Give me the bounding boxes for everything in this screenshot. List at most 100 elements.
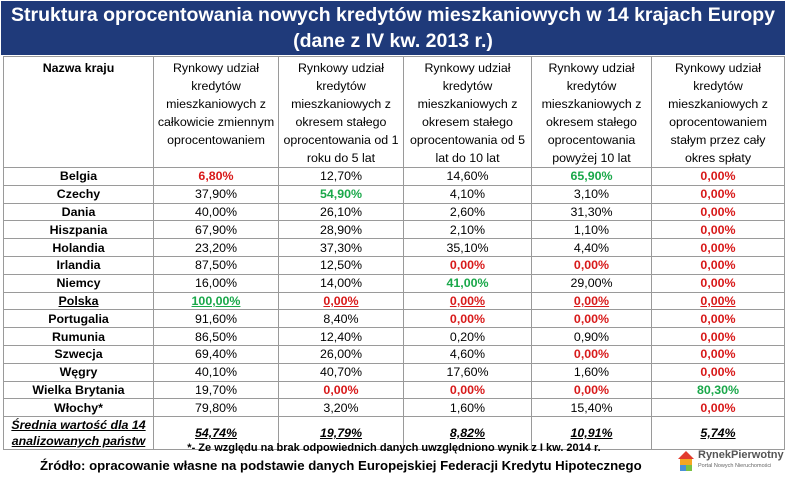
value-cell-fixed-full: 0,00% [651,398,785,418]
value-cell-fixed-over-10: 29,00% [531,273,652,293]
value-cell-fixed-over-10: 0,00% [531,380,652,400]
table-row: Portugalia 91,60% 8,40% 0,00% 0,00% 0,00% [3,309,785,329]
country-cell: Portugalia [3,309,154,329]
value-cell-variable-rate: 6,80% [153,167,279,186]
title-bar: Struktura oprocentowania nowych kredytów… [1,1,785,55]
value-cell-fixed-full: 0,00% [651,238,785,257]
value-cell-variable-rate: 23,20% [153,238,279,257]
header-variable-rate: Rynkowy udział kredytów mieszkaniowych z… [153,56,279,168]
value-cell-fixed-over-10: 31,30% [531,202,652,222]
country-cell: Belgia [3,167,154,186]
title-line-2: (dane z IV kw. 2013 r.) [293,30,493,52]
logo-tagline: Portal Nowych Nieruchomości [698,463,772,469]
value-cell-fixed-full: 0,00% [651,291,785,311]
value-cell-fixed-over-10: 0,00% [531,255,652,275]
logo-name: RynekPierwotny [698,449,784,461]
value-cell-fixed-5-10: 0,20% [403,327,532,346]
title-line-1: Struktura oprocentowania nowych kredytów… [11,4,775,26]
value-cell-fixed-5-10: 2,10% [403,220,532,240]
value-cell-variable-rate: 100,00% [153,291,279,311]
country-cell: Węgry [3,362,154,382]
average-value-fixed-1-5: 19,79% [278,416,404,451]
value-cell-fixed-full: 0,00% [651,344,785,364]
country-cell: Niemcy [3,273,154,293]
source-note: Źródło: opracowanie własne na podstawie … [40,458,642,473]
value-cell-fixed-over-10: 1,60% [531,362,652,382]
value-cell-fixed-over-10: 1,10% [531,220,652,240]
country-cell: Włochy* [3,398,154,418]
value-cell-fixed-1-5: 0,00% [278,291,404,311]
value-cell-fixed-1-5: 14,00% [278,273,404,293]
value-cell-fixed-full: 0,00% [651,202,785,222]
value-cell-variable-rate: 69,40% [153,344,279,364]
table-row: Czechy 37,90% 54,90% 4,10% 3,10% 0,00% [3,184,785,204]
footnote: *- Ze względu na brak odpowiednich danyc… [187,442,601,454]
value-cell-fixed-1-5: 28,90% [278,220,404,240]
country-cell: Holandia [3,238,154,257]
value-cell-fixed-1-5: 3,20% [278,398,404,418]
value-cell-fixed-1-5: 26,10% [278,202,404,222]
value-cell-fixed-5-10: 35,10% [403,238,532,257]
average-value-variable-rate: 54,74% [153,416,279,451]
value-cell-fixed-1-5: 12,70% [278,167,404,186]
value-cell-fixed-full: 80,30% [651,380,785,400]
table-row: Hiszpania 67,90% 28,90% 2,10% 1,10% 0,00% [3,220,785,240]
header-row: Nazwa kraju Rynkowy udział kredytów mies… [3,56,785,168]
table-row: Węgry 40,10% 40,70% 17,60% 1,60% 0,00% [3,362,785,382]
table-row: Holandia 23,20% 37,30% 35,10% 4,40% 0,00% [3,238,785,257]
value-cell-fixed-1-5: 12,50% [278,255,404,275]
header-fixed-1-5: Rynkowy udział kredytów mieszkaniowych z… [278,56,404,168]
value-cell-fixed-5-10: 0,00% [403,380,532,400]
table-row: Irlandia 87,50% 12,50% 0,00% 0,00% 0,00% [3,255,785,275]
value-cell-variable-rate: 40,00% [153,202,279,222]
header-fixed-over-10: Rynkowy udział kredytów mieszkaniowych z… [531,56,652,168]
country-cell: Czechy [3,184,154,204]
value-cell-variable-rate: 79,80% [153,398,279,418]
value-cell-fixed-5-10: 0,00% [403,309,532,329]
value-cell-fixed-over-10: 0,90% [531,327,652,346]
table-row: Wielka Brytania 19,70% 0,00% 0,00% 0,00% 80,3… [3,380,785,400]
value-cell-fixed-1-5: 8,40% [278,309,404,329]
logo: RynekPierwotny Portal Nowych Nieruchomoś… [676,447,786,477]
value-cell-fixed-1-5: 12,40% [278,327,404,346]
table-row: Rumunia 86,50% 12,40% 0,20% 0,90% 0,00% [3,327,785,346]
header-fixed-5-10: Rynkowy udział kredytów mieszkaniowych z… [403,56,532,168]
value-cell-fixed-1-5: 37,30% [278,238,404,257]
table-row: Niemcy 16,00% 14,00% 41,00% 29,00% 0,00% [3,273,785,293]
value-cell-fixed-5-10: 4,10% [403,184,532,204]
value-cell-fixed-5-10: 41,00% [403,273,532,293]
value-cell-fixed-5-10: 2,60% [403,202,532,222]
header-fixed-full: Rynkowy udział kredytów mieszkaniowych z… [651,56,785,168]
value-cell-fixed-full: 0,00% [651,273,785,293]
country-cell: Rumunia [3,327,154,346]
value-cell-fixed-5-10: 0,00% [403,255,532,275]
country-cell: Szwecja [3,344,154,364]
value-cell-fixed-over-10: 0,00% [531,309,652,329]
value-cell-fixed-over-10: 15,40% [531,398,652,418]
value-cell-fixed-full: 0,00% [651,362,785,382]
table-row: Belgia 6,80% 12,70% 14,60% 65,90% 0,00% [3,167,785,186]
country-cell: Irlandia [3,255,154,275]
value-cell-fixed-full: 0,00% [651,309,785,329]
value-cell-variable-rate: 40,10% [153,362,279,382]
value-cell-fixed-over-10: 4,40% [531,238,652,257]
country-cell: Polska [3,291,154,311]
average-value-fixed-over-10: 10,91% [531,416,652,451]
logo-house-icon [678,451,694,471]
value-cell-fixed-full: 0,00% [651,184,785,204]
country-cell: Hiszpania [3,220,154,240]
value-cell-fixed-full: 0,00% [651,327,785,346]
value-cell-fixed-1-5: 40,70% [278,362,404,382]
table-row: Dania 40,00% 26,10% 2,60% 31,30% 0,00% [3,202,785,222]
value-cell-fixed-over-10: 3,10% [531,184,652,204]
value-cell-fixed-1-5: 0,00% [278,380,404,400]
value-cell-fixed-full: 0,00% [651,220,785,240]
value-cell-fixed-full: 0,00% [651,167,785,186]
value-cell-variable-rate: 86,50% [153,327,279,346]
data-table: Nazwa kraju Rynkowy udział kredytów mies… [3,56,785,451]
value-cell-fixed-5-10: 4,60% [403,344,532,364]
average-label: Średnia wartość dla 14 analizowanych pań… [3,416,154,451]
value-cell-fixed-5-10: 1,60% [403,398,532,418]
value-cell-fixed-5-10: 17,60% [403,362,532,382]
value-cell-variable-rate: 37,90% [153,184,279,204]
